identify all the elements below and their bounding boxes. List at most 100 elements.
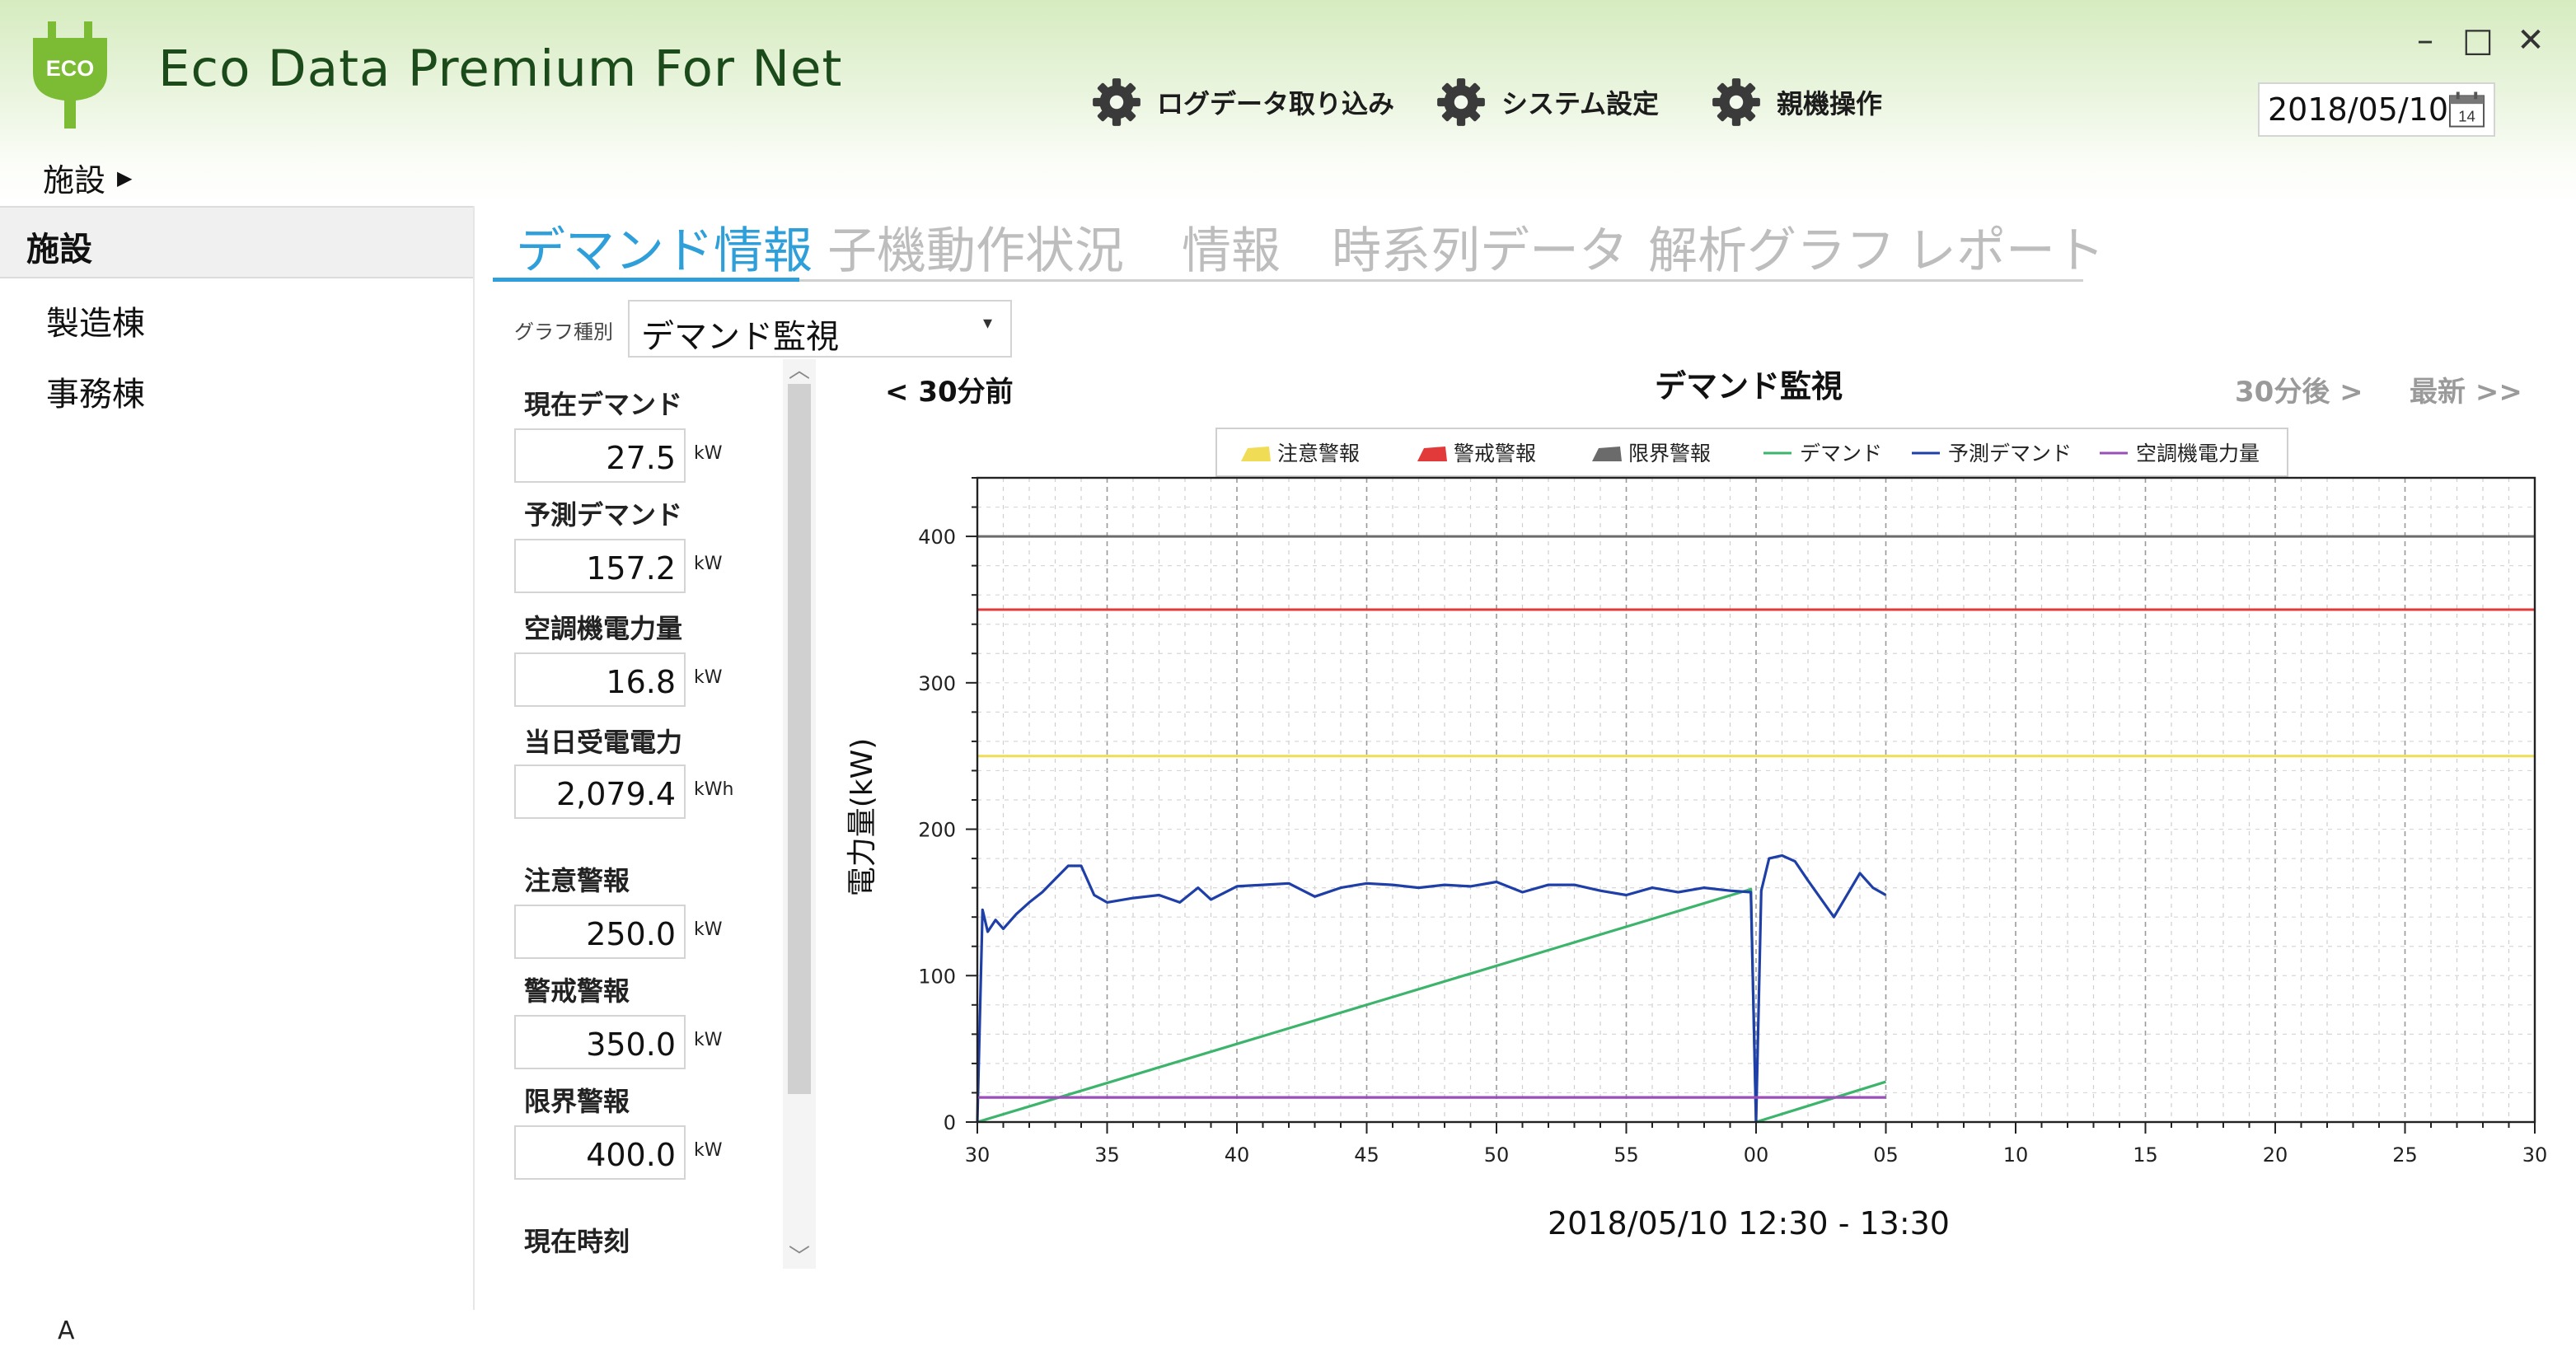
- sidebar-header-label: 施設: [26, 231, 92, 269]
- caution-alarm-label: 注意警報: [524, 865, 630, 896]
- series-4: [976, 853, 1887, 1124]
- current-demand-field: 27.5: [514, 428, 686, 483]
- predicted-demand-value: 157.2: [586, 550, 676, 587]
- chart-grid: [977, 478, 2536, 1122]
- tab-analysis-graph[interactable]: 解析グラフ: [1648, 222, 1895, 280]
- eco-plug-logo: ECO: [33, 21, 107, 129]
- x-tick-label: 05: [1873, 1143, 1899, 1167]
- legend-label-0: 注意警報: [1277, 442, 1360, 465]
- ac-power-label: 空調機電力量: [524, 613, 683, 644]
- limit-alarm-unit: kW: [694, 1140, 723, 1161]
- minimize-button[interactable]: –: [2417, 21, 2433, 59]
- legend-label-4: 予測デマンド: [1948, 442, 2072, 465]
- scroll-up-icon[interactable]: ︿: [788, 358, 810, 383]
- system-settings-label: システム設定: [1501, 88, 1660, 119]
- tab-timeseries[interactable]: 時系列データ: [1332, 222, 1628, 280]
- daily-received-unit: kWh: [694, 779, 734, 800]
- chart-series: [976, 535, 2535, 1124]
- warning-alarm-label: 警戒警報: [524, 975, 630, 1007]
- logo-text: ECO: [46, 56, 95, 81]
- daily-received-field: 2,079.4: [514, 765, 686, 819]
- tab-info[interactable]: 情報: [1182, 222, 1281, 280]
- next-30min-link[interactable]: 30分後 >: [2235, 376, 2363, 409]
- tab-child-status[interactable]: 子機動作状況: [827, 222, 1124, 280]
- graph-type-dropdown[interactable]: デマンド監視 ▾: [628, 300, 1012, 358]
- date-value: 2018/05/10: [2268, 91, 2449, 128]
- chart-title: デマンド監視: [1655, 368, 1843, 404]
- y-tick-label: 400: [918, 526, 956, 549]
- scroll-thumb[interactable]: [788, 384, 811, 1094]
- chart-xlabel: 2018/05/10 12:30 - 13:30: [1548, 1205, 1950, 1241]
- breadcrumb-arrow-icon: ▶: [117, 166, 133, 189]
- x-tick-label: 55: [1614, 1143, 1639, 1167]
- graph-type-value: デマンド監視: [641, 318, 839, 356]
- scroll-down-icon[interactable]: ﹀: [788, 1245, 810, 1269]
- values-scrollbar[interactable]: ︿ ﹀: [783, 359, 816, 1269]
- warning-alarm-unit: kW: [694, 1030, 723, 1050]
- daily-received-value: 2,079.4: [555, 776, 676, 812]
- ac-power-value: 16.8: [606, 664, 676, 700]
- gear-icon: [1437, 78, 1485, 126]
- sidebar-header: 施設: [0, 206, 473, 278]
- status-bar-text: A: [58, 1316, 75, 1345]
- tab-demand-info[interactable]: デマンド情報: [516, 222, 813, 280]
- chevron-down-icon: ▾: [982, 313, 992, 334]
- limit-alarm-label: 限界警報: [524, 1086, 630, 1117]
- gear-icon: [1712, 78, 1760, 126]
- sidebar-item-office[interactable]: 事務棟: [46, 376, 145, 414]
- calendar-day: 14: [2458, 108, 2475, 125]
- maximize-button[interactable]: □: [2462, 21, 2494, 59]
- legend-swatch-1: [1417, 447, 1447, 461]
- tab-report[interactable]: レポート: [1907, 222, 2105, 280]
- x-tick-label: 40: [1225, 1143, 1250, 1167]
- x-tick-label: 20: [2263, 1143, 2288, 1167]
- demand-chart: デマンド監視 注意警報 警戒警報 限界警報 デマンド 予測デマンド 空調機電力量 0100…: [845, 368, 2548, 1241]
- parent-operation-button[interactable]: 親機操作: [1709, 72, 1882, 132]
- legend-label-5: 空調機電力量: [2136, 442, 2260, 465]
- x-tick-label: 30: [2522, 1143, 2548, 1167]
- y-tick-label: 100: [918, 965, 956, 988]
- y-tick-label: 0: [944, 1111, 956, 1134]
- x-tick-label: 25: [2392, 1143, 2418, 1167]
- x-tick-label: 00: [1744, 1143, 1769, 1167]
- close-button[interactable]: ✕: [2517, 21, 2545, 59]
- ac-power-field: 16.8: [514, 652, 686, 707]
- x-tick-label: 35: [1094, 1143, 1120, 1167]
- sidebar-item-factory[interactable]: 製造棟: [46, 305, 145, 343]
- x-tick-label: 50: [1484, 1143, 1510, 1167]
- calendar-icon[interactable]: 14: [2448, 91, 2485, 129]
- latest-link[interactable]: 最新 >>: [2410, 376, 2522, 409]
- title-bar: [0, 0, 2576, 206]
- current-demand-label: 現在デマンド: [524, 389, 683, 420]
- current-time-label: 現在時刻: [524, 1226, 630, 1257]
- import-log-button[interactable]: ログデータ取り込み: [1089, 72, 1394, 132]
- caution-alarm-unit: kW: [694, 919, 723, 940]
- active-tab-indicator: [493, 278, 799, 282]
- app-title: Eco Data Premium For Net: [158, 40, 843, 98]
- current-demand-unit: kW: [694, 443, 723, 464]
- prev-30min-link[interactable]: < 30分前: [885, 376, 1014, 409]
- legend-label-3: デマンド: [1800, 442, 1882, 465]
- graph-type-label: グラフ種別: [514, 320, 613, 344]
- warning-alarm-field: 350.0: [514, 1015, 686, 1069]
- system-settings-button[interactable]: システム設定: [1434, 72, 1659, 132]
- import-log-label: ログデータ取り込み: [1157, 88, 1395, 119]
- limit-alarm-value: 400.0: [586, 1137, 676, 1173]
- x-tick-label: 10: [2003, 1143, 2029, 1167]
- main-tabs: デマンド情報 子機動作状況 情報 時系列データ 解析グラフ レポート: [493, 206, 2105, 282]
- warning-alarm-value: 350.0: [586, 1026, 676, 1063]
- x-tick-label: 45: [1354, 1143, 1379, 1167]
- breadcrumb-label: 施設: [43, 162, 106, 199]
- chart-ylabel: 電力量(kW): [845, 738, 879, 897]
- predicted-demand-label: 予測デマンド: [524, 499, 683, 531]
- gear-icon: [1093, 78, 1140, 126]
- date-picker[interactable]: 2018/05/10 14: [2258, 82, 2495, 137]
- legend-label-1: 警戒警報: [1454, 442, 1536, 465]
- x-tick-label: 15: [2133, 1143, 2158, 1167]
- y-tick-label: 300: [918, 672, 956, 695]
- chart-legend: 注意警報 警戒警報 限界警報 デマンド 予測デマンド 空調機電力量: [1215, 428, 2288, 477]
- parent-operation-label: 親機操作: [1777, 88, 1883, 119]
- caution-alarm-field: 250.0: [514, 905, 686, 959]
- breadcrumb[interactable]: 施設 ▶: [43, 155, 132, 200]
- legend-swatch-0: [1241, 447, 1271, 461]
